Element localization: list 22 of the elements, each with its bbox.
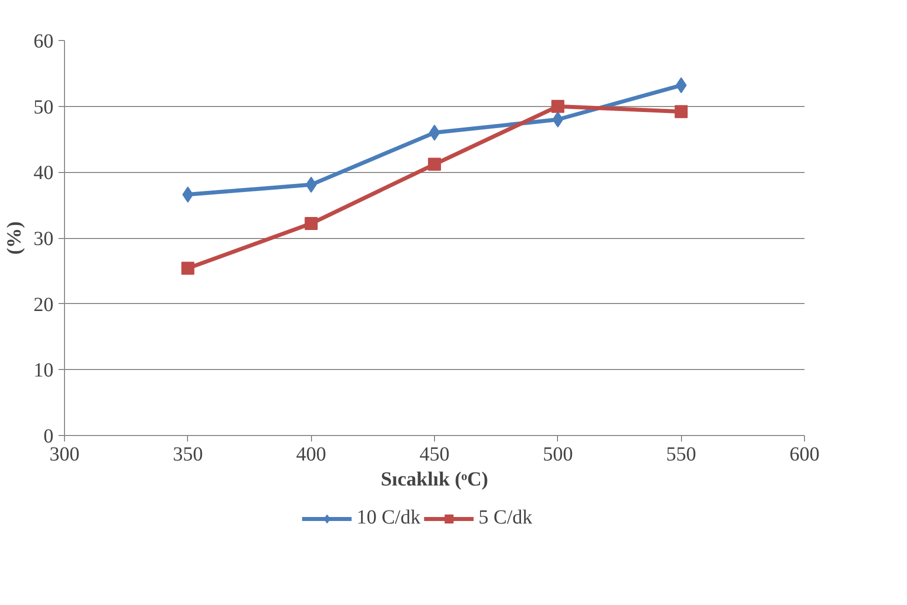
point [428, 158, 441, 171]
x-tick-label: 550 [666, 444, 696, 466]
y-tick-label: 40 [34, 162, 54, 184]
point [551, 100, 564, 113]
point [552, 112, 564, 128]
point [674, 105, 688, 118]
x-axis-title: Sıcaklık (ᵒC) [380, 468, 488, 490]
x-tick-label: 500 [542, 444, 573, 466]
x-tick-label: 350 [172, 444, 203, 466]
legend-label: 5 C/dk [478, 506, 532, 530]
y-tick-label: 10 [34, 360, 54, 382]
point [181, 262, 194, 275]
y-tick-label: 20 [34, 294, 54, 316]
x-tick-label: 600 [790, 444, 820, 466]
x-tick-label: 450 [420, 444, 450, 466]
y-tick-label: 60 [34, 30, 54, 52]
y-axis-title: (%) [4, 221, 26, 255]
y-tick-label: 50 [34, 96, 54, 118]
legend-label: 10 C/dk [356, 506, 420, 530]
x-tick-label: 400 [296, 444, 326, 466]
point [304, 217, 318, 230]
y-tick-label: 30 [34, 228, 54, 250]
